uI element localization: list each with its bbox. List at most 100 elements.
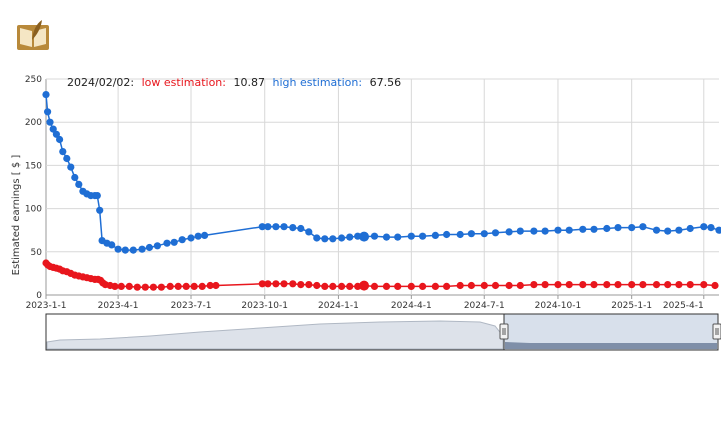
high-estimation-point bbox=[46, 118, 54, 126]
low-estimation-point bbox=[190, 282, 198, 290]
x-tick-label: 2023-4-1 bbox=[98, 301, 139, 311]
high-estimation-point bbox=[541, 227, 549, 235]
low-estimation-point bbox=[711, 281, 719, 290]
low-estimation-point bbox=[313, 281, 321, 290]
y-tick-label: 150 bbox=[25, 161, 42, 171]
low-estimation-point bbox=[264, 280, 272, 288]
low-estimation-point bbox=[289, 280, 297, 288]
high-estimation-point bbox=[431, 231, 439, 239]
high-estimation-point bbox=[194, 232, 202, 240]
low-estimation-point bbox=[111, 282, 119, 290]
high-estimation-point bbox=[590, 225, 598, 233]
low-estimation-point bbox=[394, 282, 402, 290]
low-estimation-point bbox=[206, 281, 214, 290]
high-estimation-point bbox=[467, 230, 475, 238]
high-estimation-point bbox=[129, 246, 137, 254]
high-estimation-point bbox=[516, 227, 524, 235]
high-estimation-point bbox=[382, 233, 391, 241]
high-estimation-point bbox=[280, 223, 288, 231]
high-hover-point bbox=[359, 231, 370, 242]
tooltip-low-label: low estimation: bbox=[142, 76, 226, 89]
low-estimation-point bbox=[541, 281, 549, 289]
low-estimation-point bbox=[443, 282, 451, 290]
low-estimation-point bbox=[516, 281, 524, 290]
y-tick-label: 100 bbox=[25, 205, 42, 215]
high-estimation-point bbox=[258, 223, 266, 231]
high-estimation-point bbox=[187, 234, 195, 242]
high-estimation-point bbox=[44, 108, 52, 116]
high-estimation-point bbox=[59, 148, 67, 156]
x-tick-label: 2025-1-1 bbox=[611, 301, 652, 311]
high-estimation-point bbox=[370, 232, 379, 240]
high-estimation-point bbox=[163, 239, 171, 247]
high-estimation-point bbox=[443, 230, 451, 239]
high-estimation-point bbox=[108, 241, 116, 249]
low-estimation-point bbox=[157, 283, 165, 291]
low-estimation-point bbox=[329, 282, 337, 290]
low-estimation-point bbox=[305, 281, 313, 289]
high-estimation-point bbox=[505, 228, 513, 236]
high-estimation-point bbox=[145, 243, 153, 252]
y-tick-label: 200 bbox=[25, 118, 42, 128]
tooltip-date: 2024/02/02: bbox=[67, 76, 134, 89]
low-estimation-point bbox=[590, 281, 598, 289]
high-estimation-point bbox=[75, 180, 83, 188]
low-estimation-point bbox=[603, 281, 611, 289]
high-estimation-point bbox=[297, 224, 305, 233]
high-estimation-point bbox=[419, 232, 427, 240]
low-estimation-point bbox=[554, 281, 562, 289]
tooltip: 2024/02/02: low estimation: 10.87 high e… bbox=[67, 76, 401, 89]
high-estimation-point bbox=[71, 173, 79, 182]
high-estimation-point bbox=[153, 242, 161, 250]
high-estimation-point bbox=[305, 228, 313, 236]
high-estimation-point bbox=[664, 227, 672, 235]
low-estimation-point bbox=[133, 283, 141, 291]
low-estimation-point bbox=[431, 282, 439, 290]
high-estimation-point bbox=[652, 226, 661, 234]
high-estimation-point bbox=[114, 245, 122, 253]
high-estimation-point bbox=[42, 91, 50, 99]
low-estimation-point bbox=[174, 282, 182, 290]
high-estimation-point bbox=[407, 232, 415, 240]
low-estimation-point bbox=[480, 281, 488, 290]
tooltip-high-value: 67.56 bbox=[370, 76, 402, 89]
low-estimation-point bbox=[419, 282, 427, 290]
low-estimation-point bbox=[652, 281, 661, 289]
y-axis-ticks: 0 50 100 150 200 250 bbox=[25, 75, 42, 301]
low-estimation-point bbox=[456, 281, 464, 290]
high-estimation-point bbox=[639, 223, 647, 231]
low-estimation-point bbox=[579, 281, 587, 289]
low-estimation-point bbox=[467, 281, 475, 290]
high-estimation-point bbox=[52, 130, 61, 138]
high-estimation-point bbox=[554, 226, 562, 234]
high-estimation-point bbox=[121, 246, 129, 254]
x-tick-label: 2025-4-1 bbox=[663, 301, 704, 311]
high-estimation-point bbox=[49, 125, 57, 133]
low-estimation-point bbox=[628, 281, 636, 289]
x-tick-label: 2024-7-1 bbox=[464, 301, 505, 311]
low-estimation-point bbox=[280, 280, 288, 288]
navigator-left-handle[interactable] bbox=[499, 323, 509, 340]
high-estimation-point bbox=[579, 225, 587, 233]
high-estimation-point bbox=[321, 235, 329, 243]
high-estimation-point bbox=[272, 223, 280, 231]
high-estimation-point bbox=[707, 224, 715, 232]
high-estimation-point bbox=[63, 154, 71, 163]
high-estimation-point bbox=[138, 245, 146, 253]
high-estimation-point bbox=[264, 223, 272, 231]
book-quill-logo-icon bbox=[17, 20, 49, 50]
range-navigator[interactable] bbox=[45, 313, 721, 351]
low-estimation-point bbox=[321, 282, 329, 290]
low-estimation-point bbox=[182, 282, 190, 290]
low-estimation-point bbox=[166, 282, 174, 290]
low-estimation-point bbox=[565, 281, 573, 289]
low-estimation-point bbox=[198, 282, 206, 290]
high-estimation-point bbox=[93, 192, 101, 200]
high-estimation-point bbox=[480, 230, 488, 238]
navigator-right-handle[interactable] bbox=[712, 323, 721, 340]
low-estimation-point bbox=[141, 283, 149, 291]
high-estimation-point bbox=[686, 224, 694, 233]
low-estimation-point bbox=[530, 281, 538, 289]
high-estimation-point bbox=[603, 224, 611, 233]
